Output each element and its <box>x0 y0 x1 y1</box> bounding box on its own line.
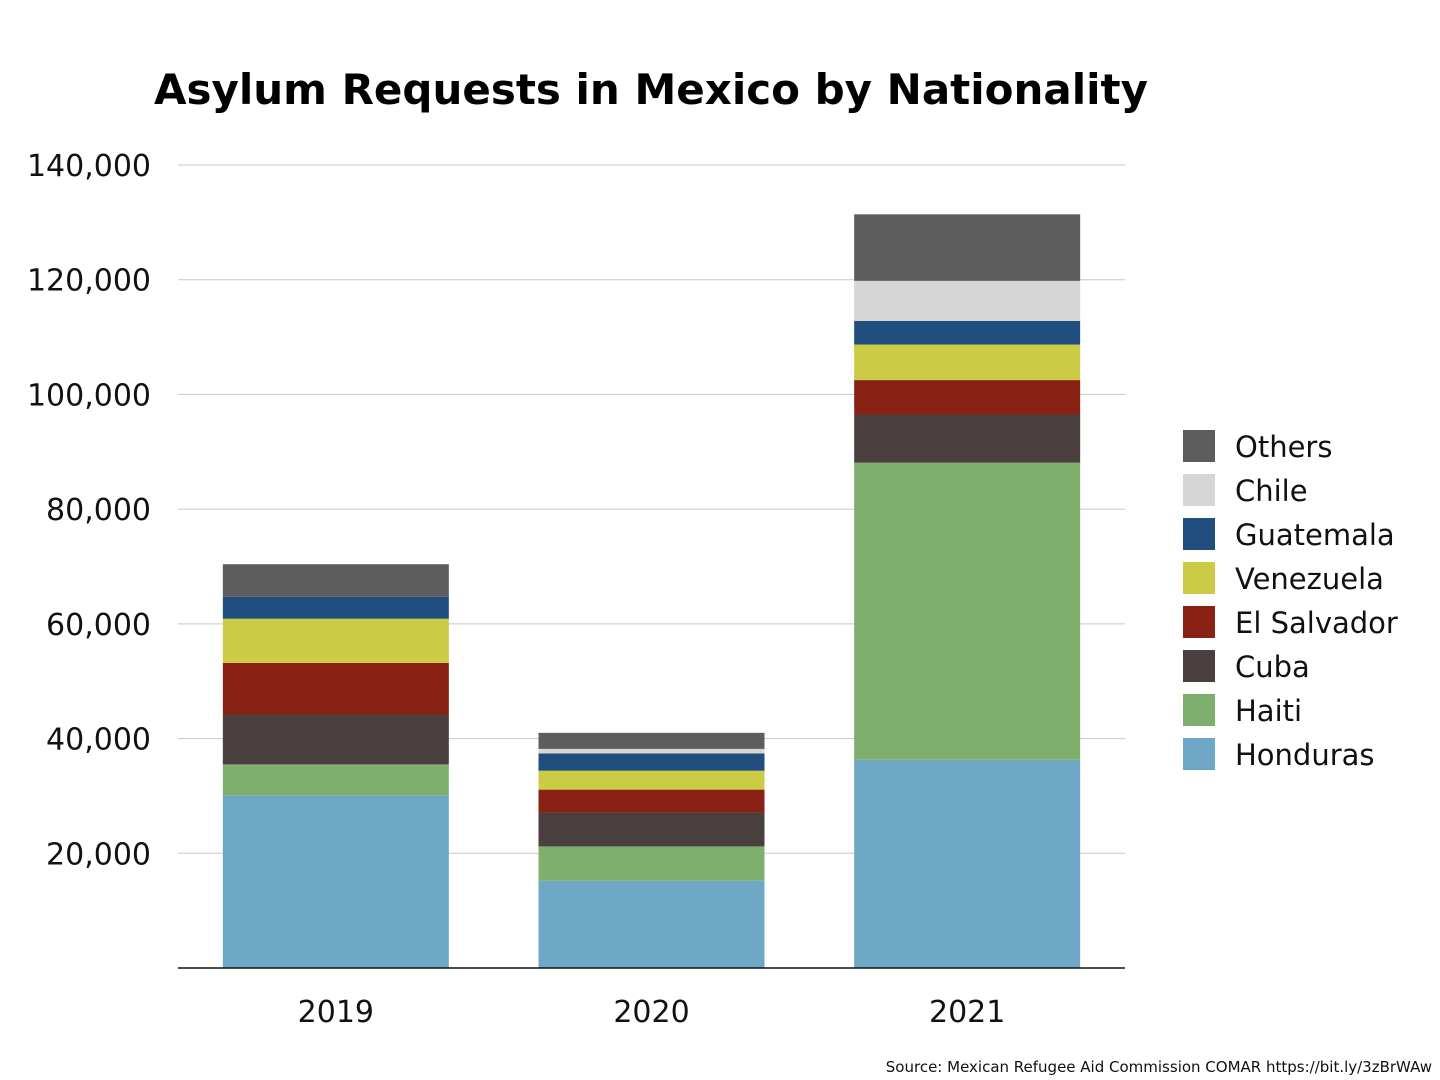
legend-swatch-el-salvador <box>1183 606 1215 638</box>
bar-segment-2019-el-salvador <box>222 662 449 715</box>
legend-item-guatemala: Guatemala <box>1183 518 1395 552</box>
legend-swatch-others <box>1183 430 1215 462</box>
bar-segment-2019-honduras <box>222 795 449 968</box>
source-note: Source: Mexican Refugee Aid Commission C… <box>886 1058 1432 1076</box>
bar-segment-2019-others <box>222 564 449 597</box>
legend-item-honduras: Honduras <box>1183 738 1375 772</box>
bar-segment-2019-haiti <box>222 764 449 796</box>
legend-label-others: Others <box>1235 430 1332 464</box>
y-tick-120-000: 120,000 <box>27 264 151 299</box>
bar-segment-2020-guatemala <box>538 753 765 771</box>
bar-segment-2020-cuba <box>538 812 765 847</box>
legend-item-cuba: Cuba <box>1183 650 1310 684</box>
bar-segment-2021-honduras <box>854 759 1081 968</box>
y-tick-20-000: 20,000 <box>46 837 151 872</box>
bars-layer <box>222 214 1081 968</box>
bar-segment-2021-others <box>854 214 1081 281</box>
bar-segment-2020-honduras <box>538 880 765 968</box>
bar-segment-2021-cuba <box>854 414 1081 463</box>
legend-swatch-guatemala <box>1183 518 1215 550</box>
legend-label-chile: Chile <box>1235 474 1308 508</box>
legend-swatch-chile <box>1183 474 1215 506</box>
bar-segment-2021-venezuela <box>854 344 1081 381</box>
axes-layer: 20,000 40,000 60,000 80,000 100,000 120,000 14… <box>27 149 1125 1030</box>
bar-segment-2020-haiti <box>538 846 765 881</box>
x-tick-2021: 2021 <box>929 995 1005 1030</box>
legend: Others Chile Guatemala Venezuela El Salvador… <box>1183 430 1398 772</box>
x-tick-2019: 2019 <box>298 995 374 1030</box>
legend-item-others: Others <box>1183 430 1332 464</box>
y-tick-140-000: 140,000 <box>27 149 151 184</box>
legend-label-cuba: Cuba <box>1235 650 1310 684</box>
bar-segment-2021-guatemala <box>854 321 1081 345</box>
chart-title: Asylum Requests in Mexico by Nationality <box>154 65 1148 114</box>
bar-segment-2020-others <box>538 732 765 749</box>
bar-segment-2021-el-salvador <box>854 380 1081 415</box>
legend-item-venezuela: Venezuela <box>1183 562 1384 596</box>
legend-label-honduras: Honduras <box>1235 738 1375 772</box>
legend-swatch-haiti <box>1183 694 1215 726</box>
legend-label-guatemala: Guatemala <box>1235 518 1395 552</box>
legend-swatch-cuba <box>1183 650 1215 682</box>
y-tick-60-000: 60,000 <box>46 608 151 643</box>
bar-segment-2020-venezuela <box>538 770 765 790</box>
legend-swatch-venezuela <box>1183 562 1215 594</box>
legend-label-haiti: Haiti <box>1235 694 1302 728</box>
bar-segment-2020-el-salvador <box>538 789 765 813</box>
legend-item-haiti: Haiti <box>1183 694 1302 728</box>
legend-item-el-salvador: El Salvador <box>1183 606 1398 640</box>
legend-swatch-honduras <box>1183 738 1215 770</box>
bar-segment-2021-haiti <box>854 462 1081 760</box>
bar-segment-2021-chile <box>854 280 1081 322</box>
legend-item-chile: Chile <box>1183 474 1308 508</box>
legend-label-venezuela: Venezuela <box>1235 562 1384 596</box>
bar-segment-2019-venezuela <box>222 618 449 663</box>
y-tick-100-000: 100,000 <box>27 378 151 413</box>
x-tick-2020: 2020 <box>613 995 689 1030</box>
bar-segment-2019-cuba <box>222 714 449 765</box>
bar-segment-2019-guatemala <box>222 596 449 619</box>
bar-segment-2020-chile <box>538 748 765 754</box>
y-tick-40-000: 40,000 <box>46 723 151 758</box>
legend-label-el-salvador: El Salvador <box>1235 606 1398 640</box>
y-tick-80-000: 80,000 <box>46 493 151 528</box>
